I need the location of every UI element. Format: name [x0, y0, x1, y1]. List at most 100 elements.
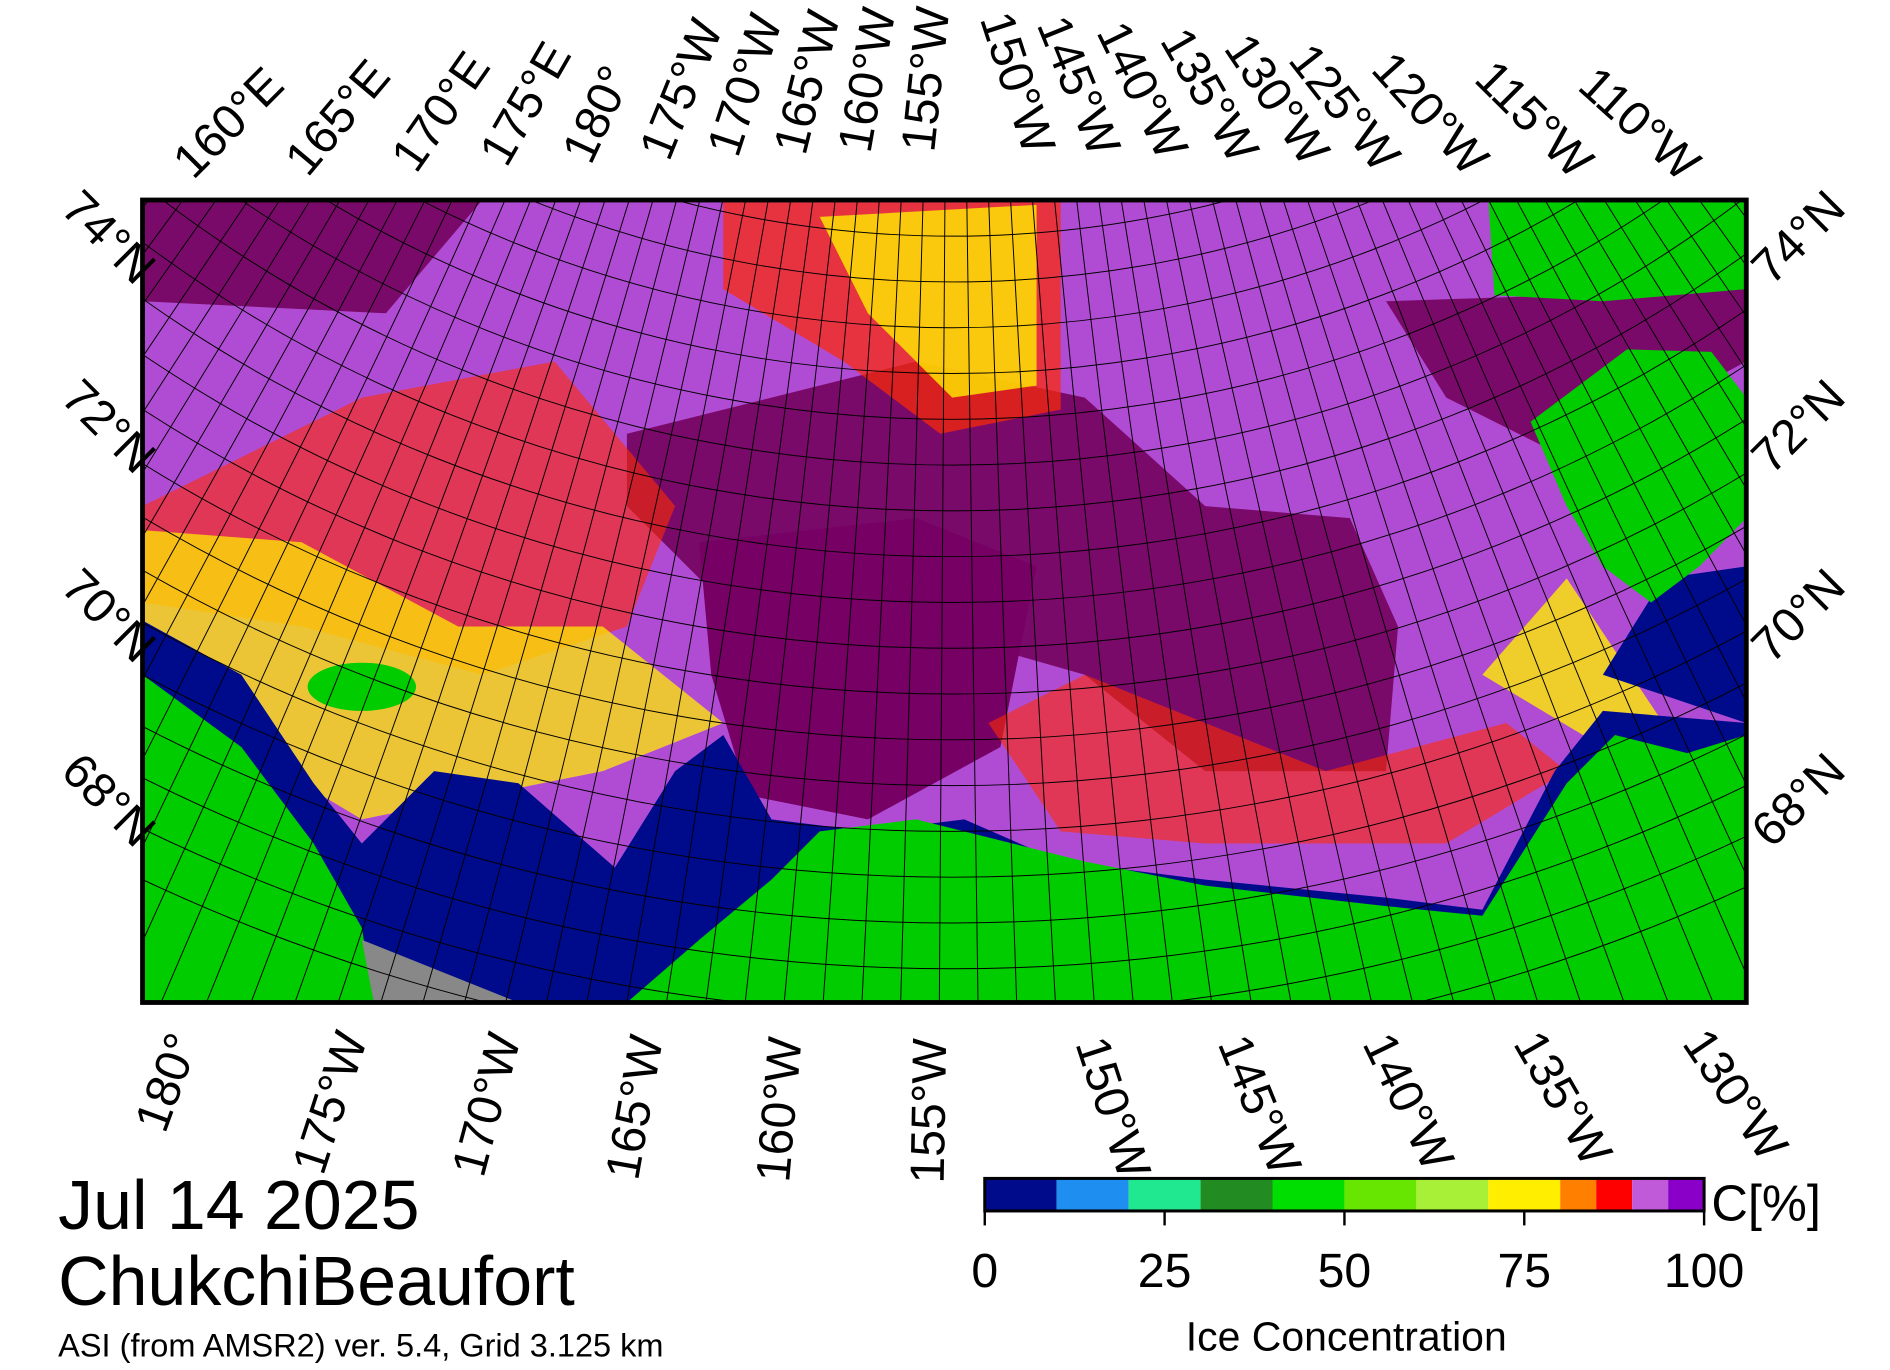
island [307, 662, 417, 711]
meridian [1407, 200, 1747, 976]
meridian [142, 200, 370, 607]
colorbar-tick-label: 25 [1138, 1244, 1192, 1298]
meridian [744, 200, 836, 1003]
coordinate-label: 170°W [442, 1027, 532, 1182]
map [142, 200, 1747, 1003]
colorbar-bin [1416, 1178, 1489, 1211]
meridian [505, 200, 701, 1003]
meridian [626, 200, 769, 1003]
meridian [822, 200, 880, 1003]
parallel [142, 298, 1747, 557]
parallel [142, 462, 1747, 695]
meridian [966, 200, 979, 1003]
parallel [162, 200, 1743, 466]
meridian [142, 200, 453, 848]
meridian [1460, 200, 1747, 786]
colorbar-frame [983, 1176, 1706, 1213]
colorbar-bin [1632, 1178, 1669, 1211]
meridian [705, 200, 814, 1003]
coordinate-label: 165°E [275, 50, 401, 186]
ice-full [142, 200, 483, 314]
colorbar-title: Ice Concentration [1186, 1314, 1507, 1360]
meridian [1235, 200, 1455, 1003]
meridian [938, 200, 946, 1003]
coordinate-label: 150°W [1065, 1030, 1161, 1185]
colorbar-bin [1344, 1178, 1417, 1211]
meridian [1381, 200, 1714, 1003]
coordinate-label: 160°W [746, 1034, 812, 1184]
colorbar-bin [1056, 1178, 1129, 1211]
coordinate-labels: 160°E165°E170°E175°E180°175°W170°W165°W1… [51, 3, 1855, 1185]
meridian [1544, 200, 1747, 556]
colorbar-tick-label: 100 [1664, 1244, 1744, 1298]
coordinate-label: 74°N [1741, 180, 1855, 294]
meridian [1010, 200, 1056, 1003]
colorbar: 0 25 50 75 100 [971, 1176, 1744, 1298]
meridian [545, 200, 724, 1003]
parallel [240, 200, 1664, 420]
coordinate-label: 68°N [1741, 743, 1855, 857]
land [626, 735, 1747, 1003]
coordinate-label: 165°W [595, 1031, 673, 1184]
graticule [142, 200, 1747, 1003]
meridian [142, 200, 426, 761]
colorbar-bin [1128, 1178, 1201, 1211]
colorbar-bin [1596, 1178, 1633, 1211]
meridian [783, 200, 858, 1003]
parallel [142, 516, 1747, 740]
meridian [464, 200, 678, 1003]
coordinate-label: 175°W [282, 1025, 378, 1180]
meridian [160, 200, 506, 1003]
coordinate-label: 130°W [1672, 1019, 1798, 1170]
meridian [142, 200, 480, 943]
coordinate-label: 180° [125, 1026, 210, 1138]
colorbar-bin [1272, 1178, 1345, 1211]
land [1488, 200, 1747, 302]
meridian [900, 200, 924, 1003]
coordinate-label: 110°W [1569, 56, 1711, 191]
meridian [1573, 200, 1747, 490]
meridian [1515, 200, 1747, 627]
coordinate-label: 155°W [901, 1037, 958, 1184]
colorbar-unit: C[%] [1711, 1175, 1821, 1232]
coordinate-label: 140°W [1352, 1025, 1464, 1180]
region: ChukchiBeaufort [58, 1242, 575, 1320]
meridian [1076, 200, 1173, 1003]
colorbar-bin [1668, 1178, 1705, 1211]
parallel [419, 200, 1485, 328]
meridian [422, 200, 654, 1003]
parallel [142, 353, 1747, 603]
meridian [380, 200, 630, 1003]
map-frame [140, 197, 1749, 1005]
meridian [142, 200, 398, 681]
no-data [361, 939, 519, 1003]
coordinate-label: 145°W [1207, 1027, 1312, 1182]
coordinate-label: 160°E [163, 57, 294, 188]
land [142, 674, 374, 1003]
meridian [1356, 200, 1669, 1003]
colorbar-bin [1200, 1178, 1273, 1211]
meridian [1188, 200, 1373, 1003]
land [1530, 349, 1747, 603]
coordinate-label: 170°E [381, 42, 501, 181]
ice-full [699, 518, 1037, 820]
meridian [337, 200, 606, 1003]
coordinate-label: 70°N [1741, 559, 1855, 673]
ice-yellow [819, 204, 1037, 398]
meridian [142, 200, 341, 538]
date: Jul 14 2025 [58, 1166, 419, 1244]
coordinate-label: 115°W [1465, 50, 1604, 189]
parallel [142, 241, 1747, 511]
meridian [665, 200, 792, 1003]
ice-red [988, 674, 1567, 844]
meridian [1211, 200, 1413, 1003]
meridian [861, 200, 902, 1003]
parallel [530, 200, 1375, 283]
meridian [1143, 200, 1292, 1003]
parallel [325, 200, 1579, 374]
meridian [1098, 200, 1213, 1003]
meridian [988, 200, 1018, 1003]
meridian [205, 200, 532, 1003]
coordinate-label: 72°N [1741, 369, 1855, 483]
